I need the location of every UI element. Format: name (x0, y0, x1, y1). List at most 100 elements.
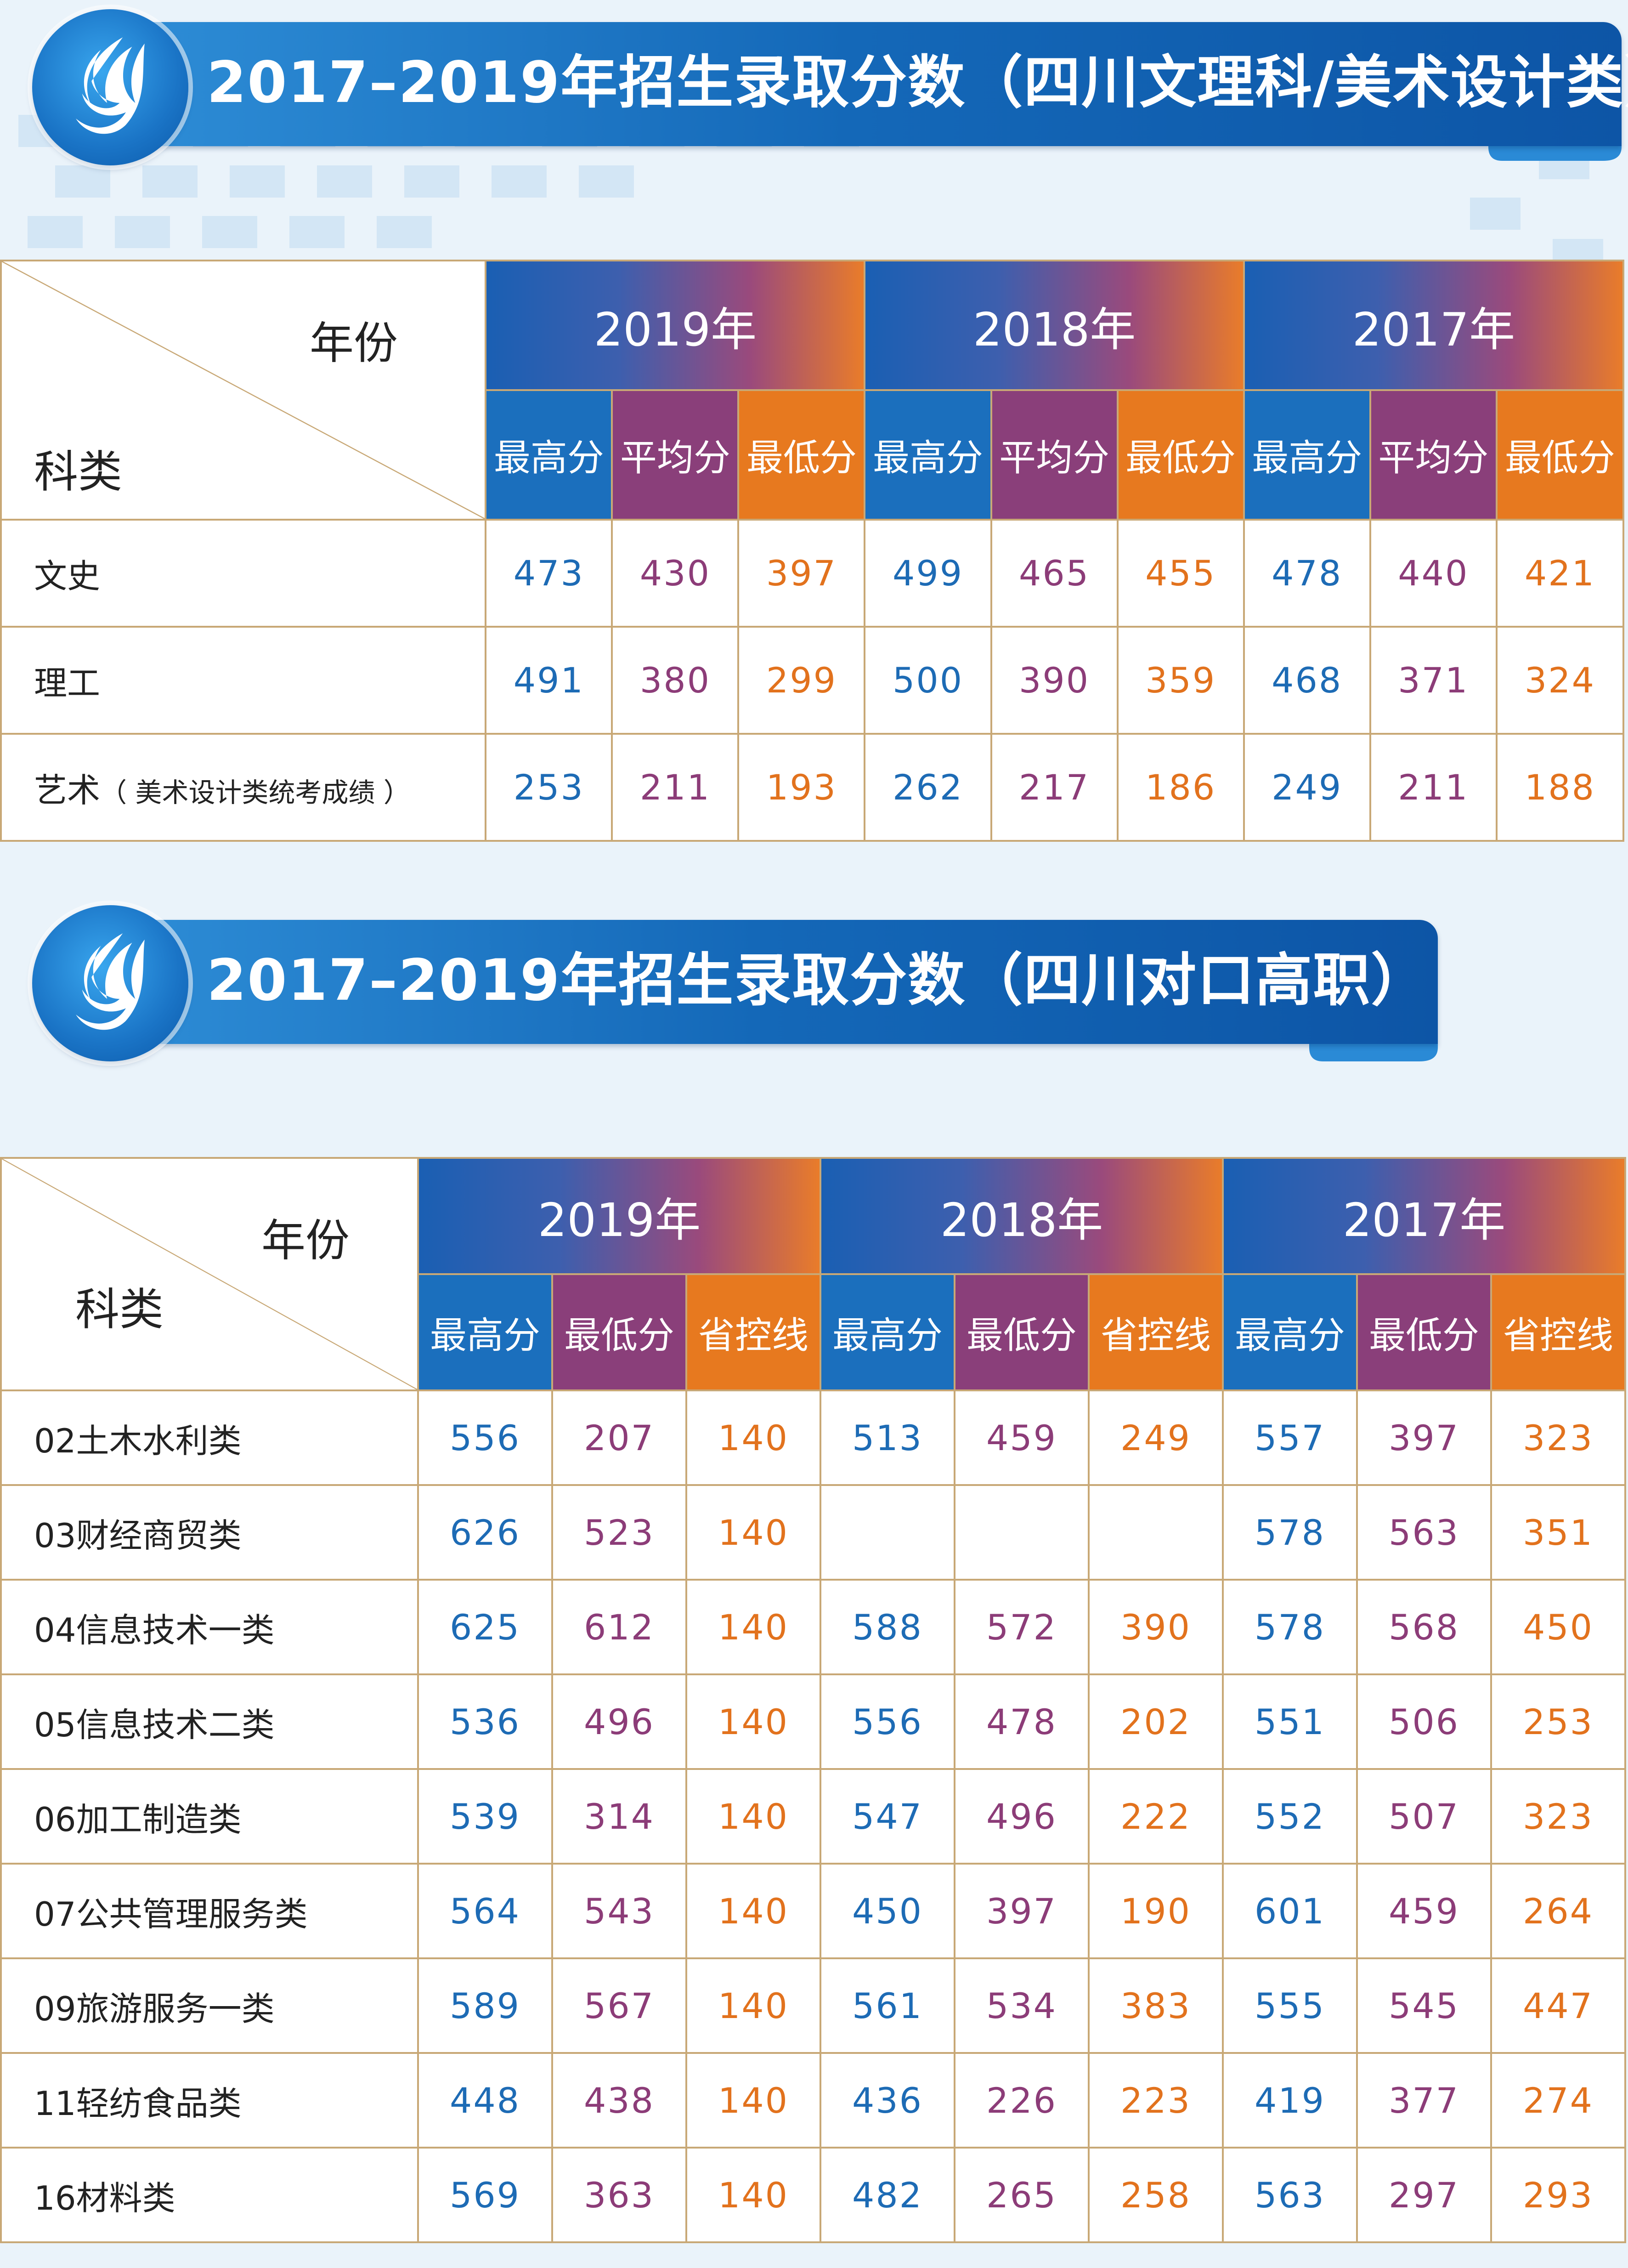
row-label-cell: 02土木水利类 (0, 1389, 419, 1486)
score-cell: 207 (551, 1389, 687, 1486)
table-row: 03财经商贸类 626 523 140 578 563 351 (0, 1484, 1626, 1581)
score-cell: 140 (685, 1484, 821, 1581)
row-label-cell: 16材料类 (0, 2147, 419, 2243)
row-label: 文史 (34, 557, 101, 595)
section1-table: 年份 科类 2019年 2018年 2017年 最高分 平均分 最低分 最高分 … (0, 260, 1625, 842)
score-cell: 523 (551, 1484, 687, 1581)
row-label: 02土木水利类 (34, 1421, 242, 1460)
subheader-max: 最高分 (820, 1273, 955, 1391)
row-label-cell: 文史 (0, 519, 487, 628)
score-cell: 258 (1088, 2147, 1224, 2243)
score-cell: 217 (990, 733, 1119, 842)
score-cell: 363 (551, 2147, 687, 2243)
row-label: 06加工制造类 (34, 1800, 242, 1839)
score-cell: 448 (417, 2052, 553, 2149)
score-cell: 556 (417, 1389, 553, 1486)
score-cell: 293 (1490, 2147, 1626, 2243)
table-row: 11轻纺食品类 448 438 140 436 226 223 419 377 274 (0, 2052, 1626, 2149)
row-label-cell: 理工 (0, 626, 487, 735)
score-cell: 211 (1369, 733, 1498, 842)
row-label: 11轻纺食品类 (34, 2084, 242, 2123)
score-cell: 438 (551, 2052, 687, 2149)
table-row: 文史 473 430 397 499 465 455 478 440 421 (0, 519, 1625, 628)
table-row: 16材料类 569 363 140 482 265 258 563 297 293 (0, 2147, 1626, 2243)
score-cell: 211 (611, 733, 740, 842)
subheader-control-line: 省控线 (1088, 1273, 1224, 1391)
score-cell: 496 (551, 1673, 687, 1770)
row-label-cell: 05信息技术二类 (0, 1673, 419, 1770)
section2-title: 2017–2019年招生录取分数（四川对口高职） (207, 947, 1429, 1014)
score-cell: 601 (1222, 1863, 1358, 1959)
section2-header: 2017–2019年招生录取分数（四川对口高职） (0, 896, 1628, 1071)
score-cell: 536 (417, 1673, 553, 1770)
score-cell: 507 (1356, 1768, 1492, 1865)
subheader-max: 最高分 (417, 1273, 553, 1391)
score-cell: 547 (820, 1768, 955, 1865)
score-cell: 578 (1222, 1484, 1358, 1581)
score-cell: 140 (685, 2052, 821, 2149)
flame-logo-icon (76, 37, 145, 134)
score-cell: 447 (1490, 1957, 1626, 2054)
score-cell: 473 (485, 519, 613, 628)
score-cell: 545 (1356, 1957, 1492, 2054)
score-cell: 440 (1369, 519, 1498, 628)
section2-banner (78, 920, 1438, 1044)
score-cell: 249 (1088, 1389, 1224, 1486)
section1-banner (78, 22, 1622, 146)
score-cell: 564 (417, 1863, 553, 1959)
row-label-cell: 04信息技术一类 (0, 1579, 419, 1675)
score-cell: 253 (1490, 1673, 1626, 1770)
score-cell: 186 (1116, 733, 1245, 842)
score-cell: 226 (954, 2052, 1090, 2149)
score-cell: 351 (1490, 1484, 1626, 1581)
subheader-control-line: 省控线 (685, 1273, 821, 1391)
score-cell: 578 (1222, 1579, 1358, 1675)
score-cell: 557 (1222, 1389, 1358, 1486)
table-row: 05信息技术二类 536 496 140 556 478 202 551 506 253 (0, 1673, 1626, 1770)
score-cell: 390 (990, 626, 1119, 735)
score-cell: 478 (954, 1673, 1090, 1770)
score-cell: 478 (1243, 519, 1371, 628)
row-label: 16材料类 (34, 2178, 175, 2217)
corner-year-label: 年份 (310, 318, 398, 369)
score-cell: 589 (417, 1957, 553, 2054)
score-cell: 626 (417, 1484, 553, 1581)
score-cell: 563 (1222, 2147, 1358, 2243)
score-cell: 567 (551, 1957, 687, 2054)
score-cell: 223 (1088, 2052, 1224, 2149)
subheader-avg: 平均分 (990, 389, 1119, 521)
table-row: 02土木水利类 556 207 140 513 459 249 557 397 323 (0, 1389, 1626, 1486)
row-label-cell: 03财经商贸类 (0, 1484, 419, 1581)
score-cell: 491 (485, 626, 613, 735)
score-cell: 539 (417, 1768, 553, 1865)
score-cell (820, 1484, 955, 1581)
subheader-min: 最低分 (954, 1273, 1090, 1391)
score-cell: 459 (1356, 1863, 1492, 1959)
score-cell: 249 (1243, 733, 1371, 842)
score-cell: 190 (1088, 1863, 1224, 1959)
year-header: 2019年 (485, 260, 866, 391)
score-cell: 543 (551, 1863, 687, 1959)
score-cell: 556 (820, 1673, 955, 1770)
score-cell: 496 (954, 1768, 1090, 1865)
score-cell: 552 (1222, 1768, 1358, 1865)
subheader-min: 最低分 (551, 1273, 687, 1391)
score-cell: 513 (820, 1389, 955, 1486)
score-cell: 188 (1495, 733, 1625, 842)
row-label: 05信息技术二类 (34, 1705, 275, 1744)
score-cell (954, 1484, 1090, 1581)
score-cell: 274 (1490, 2052, 1626, 2149)
corner-category-label: 科类 (34, 446, 122, 498)
corner-year-label: 年份 (261, 1215, 350, 1266)
subheader-avg: 平均分 (611, 389, 740, 521)
score-cell: 390 (1088, 1579, 1224, 1675)
score-cell: 140 (685, 1389, 821, 1486)
row-label: 04信息技术一类 (34, 1610, 275, 1650)
diagonal-divider (2, 1159, 417, 1389)
score-cell: 265 (954, 2147, 1090, 2243)
score-cell: 506 (1356, 1673, 1492, 1770)
score-cell: 383 (1088, 1957, 1224, 2054)
score-cell: 202 (1088, 1673, 1224, 1770)
score-cell: 299 (737, 626, 866, 735)
section2-table: 年份 科类 2019年 2018年 2017年 最高分 最低分 省控线 最高分 … (0, 1157, 1626, 2243)
